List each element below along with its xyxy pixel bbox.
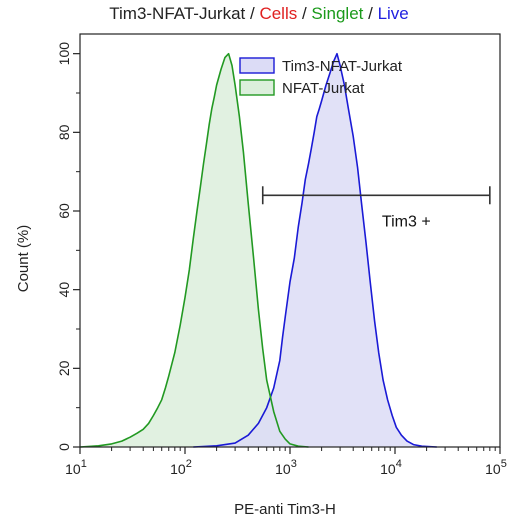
y-tick-label: 20 [56, 360, 72, 376]
x-tick-label: 104 [380, 458, 402, 477]
x-tick-label: 103 [275, 458, 297, 477]
series-area-1 [80, 53, 309, 447]
x-tick-label: 102 [170, 458, 192, 477]
legend-swatch [239, 79, 275, 96]
title-part: Singlet [311, 4, 364, 23]
legend-label: NFAT-Jurkat [282, 80, 365, 97]
x-tick-label: 105 [485, 458, 507, 477]
y-tick-label: 100 [56, 42, 72, 66]
legend-label: Tim3-NFAT-Jurkat [282, 58, 403, 75]
series-line-1 [79, 52, 309, 448]
title-part: Tim3-NFAT-Jurkat [109, 4, 246, 23]
y-tick-label: 0 [56, 443, 72, 451]
y-tick-label: 80 [56, 124, 72, 140]
gate-label: Tim3 + [382, 213, 431, 230]
x-axis-label: PE-anti Tim3-H [234, 501, 336, 518]
title-part: Live [377, 4, 409, 23]
y-tick-label: 60 [56, 203, 72, 219]
legend-swatch [239, 57, 275, 74]
series-line-0 [193, 52, 437, 448]
title-part: Cells [259, 4, 298, 23]
title-part: / [297, 4, 312, 23]
chart-title: Tim3-NFAT-Jurkat / Cells / Singlet / Liv… [0, 4, 518, 24]
title-part: / [363, 4, 378, 23]
y-axis-label: Count (%) [15, 225, 32, 293]
y-tick-label: 40 [56, 282, 72, 298]
series-area-0 [193, 53, 437, 447]
title-part: / [245, 4, 260, 23]
x-tick-label: 101 [65, 458, 87, 477]
